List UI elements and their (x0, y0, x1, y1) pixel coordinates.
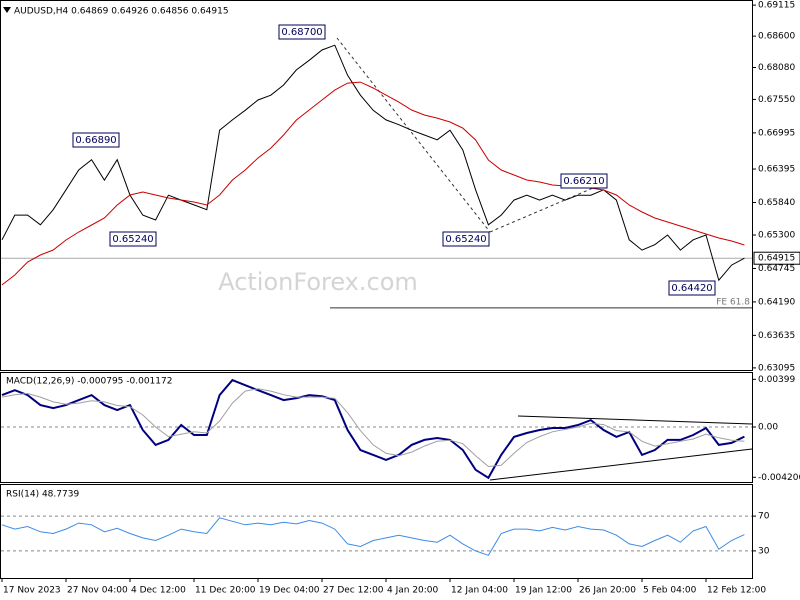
panel-title: MACD(12,26,9) -0.000795 -0.001172 (6, 377, 172, 387)
annotation: 0.65240 (112, 234, 153, 245)
annotation-box (72, 132, 120, 148)
collapse-icon (3, 7, 11, 13)
zigzag-line (336, 37, 491, 233)
y-tick-label: 30 (758, 546, 770, 556)
y-tick-label: 0.68600 (758, 32, 795, 42)
x-tick-label: 12 Feb 12:00 (707, 586, 766, 596)
y-tick-label: 0.64190 (758, 297, 795, 307)
annotation: FE 61.8 (716, 298, 750, 308)
annotation: 0.65240 (445, 234, 486, 245)
y-tick-label: 0.63635 (758, 331, 795, 341)
panel-frame (0, 484, 753, 579)
annotation-box (560, 173, 608, 189)
series-line (1, 517, 745, 556)
y-tick-label: 0.00399 (758, 375, 795, 385)
annotation-box (442, 231, 490, 247)
annotation: 0.64420 (671, 283, 712, 294)
trend-line (489, 448, 753, 481)
annotation-box (109, 231, 157, 247)
y-tick-label: 0.63095 (758, 363, 795, 373)
annotation: 0.66890 (75, 135, 116, 146)
annotation-box (278, 24, 326, 40)
annotation: 0.68700 (281, 27, 322, 38)
x-tick-label: 5 Feb 04:00 (643, 586, 697, 596)
watermark: ActionForex.com (218, 268, 418, 296)
y-tick-label: 70 (758, 512, 770, 522)
y-tick-label: -0.004206 (758, 473, 800, 483)
last-price-label: 0.64915 (758, 254, 795, 264)
x-tick-label: 12 Jan 04:00 (451, 586, 508, 596)
x-tick-label: 19 Jan 12:00 (515, 586, 572, 596)
x-tick-label: 27 Nov 04:00 (67, 586, 128, 596)
zigzag-line (489, 184, 601, 233)
x-tick-label: 11 Dec 20:00 (195, 586, 256, 596)
y-tick-label: 0.66395 (758, 165, 795, 175)
y-tick-label: 0.65840 (758, 198, 795, 208)
chart-title: AUDUSD,H4 0.64869 0.64926 0.64856 0.6491… (14, 7, 229, 17)
series-line (1, 81, 745, 286)
panel-title: RSI(14) 48.7739 (6, 490, 79, 500)
y-tick-label: 0.67550 (758, 95, 795, 105)
annotation: 0.66210 (563, 176, 604, 187)
x-tick-label: 17 Nov 2023 (3, 586, 61, 596)
annotation-box (668, 280, 716, 296)
last-price-box (753, 251, 800, 265)
x-tick-label: 27 Dec 12:00 (323, 586, 384, 596)
trend-line (517, 415, 753, 425)
series-line (1, 44, 745, 282)
y-tick-label: 0.68080 (758, 63, 795, 73)
x-tick-label: 26 Jan 20:00 (579, 586, 636, 596)
x-tick-label: 19 Dec 04:00 (259, 586, 320, 596)
panel-frame (0, 0, 753, 371)
x-tick-label: 4 Jan 20:00 (387, 586, 439, 596)
x-tick-label: 4 Dec 12:00 (131, 586, 186, 596)
y-tick-label: 0.65300 (758, 231, 795, 241)
y-tick-label: 0.69115 (758, 1, 795, 11)
y-tick-label: 0.66995 (758, 128, 795, 138)
y-tick-label: 0.00 (758, 423, 778, 433)
series-line (1, 388, 745, 468)
y-tick-label: 0.64745 (758, 264, 795, 274)
